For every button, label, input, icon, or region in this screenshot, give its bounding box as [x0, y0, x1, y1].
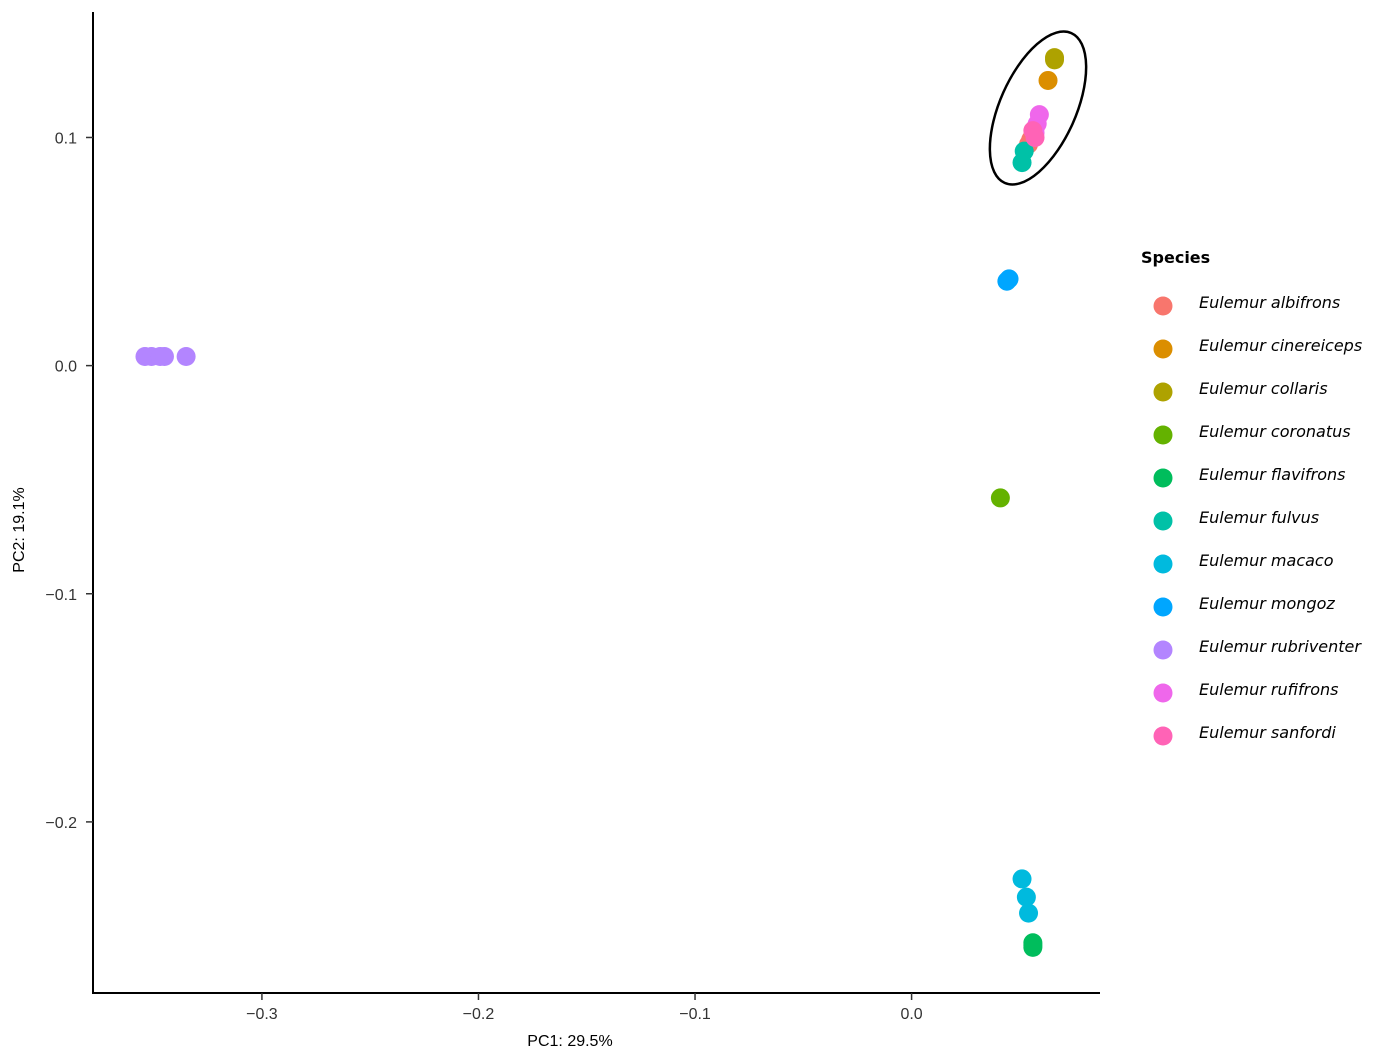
legend-key — [1153, 726, 1173, 746]
legend-key — [1153, 683, 1173, 703]
x-tick-label: 0.0 — [900, 1006, 922, 1023]
data-point — [1012, 869, 1032, 889]
x-tick-label: −0.3 — [246, 1006, 278, 1023]
legend-label: Eulemur albifrons — [1199, 293, 1340, 312]
x-axis-title: PC1: 29.5% — [527, 1033, 612, 1050]
data-point — [990, 488, 1010, 508]
data-point — [1038, 70, 1058, 90]
legend-key — [1153, 597, 1173, 617]
data-point — [1019, 903, 1039, 923]
legend-label: Eulemur fulvus — [1199, 508, 1319, 527]
x-axis-ticks: −0.3 −0.2 −0.1 0.0 — [246, 993, 923, 1023]
y-tick-label: −0.1 — [45, 587, 77, 604]
data-point — [176, 346, 196, 366]
cluster-highlight-ellipse — [988, 30, 1088, 186]
data-point — [1012, 153, 1032, 173]
legend-label: Eulemur sanfordi — [1199, 723, 1336, 742]
legend-label: Eulemur rubriventer — [1199, 637, 1362, 656]
legend-label: Eulemur cinereiceps — [1199, 336, 1362, 355]
y-tick-label: 0.0 — [55, 359, 77, 376]
x-tick-label: −0.2 — [463, 1006, 495, 1023]
legend-key — [1153, 640, 1173, 660]
data-point — [997, 271, 1017, 291]
data-points — [135, 48, 1065, 957]
legend-label: Eulemur rufifrons — [1199, 680, 1338, 699]
y-tick-label: −0.2 — [45, 815, 77, 832]
legend-key — [1153, 296, 1173, 316]
data-point — [1045, 48, 1065, 68]
legend-key — [1153, 554, 1173, 574]
legend-key — [1153, 425, 1173, 445]
x-tick-label: −0.1 — [679, 1006, 711, 1023]
data-point — [154, 346, 174, 366]
legend-key — [1153, 468, 1173, 488]
legend-label: Eulemur macaco — [1199, 551, 1334, 570]
legend-key — [1153, 511, 1173, 531]
y-tick-label: 0.1 — [55, 130, 77, 147]
legend: Species Eulemur albifrons Eulemur cinerei… — [1141, 248, 1362, 746]
data-point — [1025, 127, 1045, 147]
legend-key — [1153, 382, 1173, 402]
legend-key — [1153, 339, 1173, 359]
legend-label: Eulemur flavifrons — [1199, 465, 1345, 484]
y-axis-title: PC2: 19.1% — [11, 487, 28, 572]
legend-label: Eulemur coronatus — [1199, 422, 1351, 441]
data-point — [1023, 935, 1043, 955]
legend-label: Eulemur collaris — [1199, 379, 1328, 398]
legend-label: Eulemur mongoz — [1199, 594, 1335, 613]
data-point — [1016, 887, 1036, 907]
y-axis-ticks: 0.1 0.0 −0.1 −0.2 — [45, 130, 93, 832]
legend-title: Species — [1141, 248, 1210, 267]
